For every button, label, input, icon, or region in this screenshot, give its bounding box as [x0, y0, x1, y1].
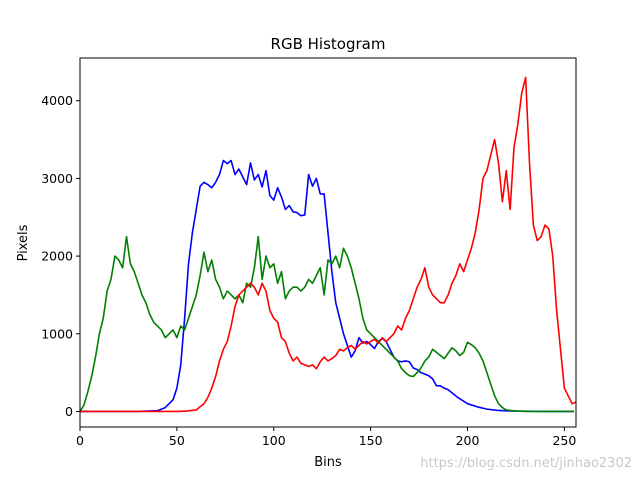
y-axis: 0 1000 2000 3000 4000: [41, 93, 80, 419]
watermark-text: https://blog.csdn.net/jinhao2302: [420, 456, 632, 471]
y-tick-label: 4000: [41, 93, 73, 108]
x-tick-label: 0: [76, 433, 84, 448]
x-axis: 0 50 100 150 200 250: [76, 427, 576, 448]
x-tick-label: 50: [169, 433, 185, 448]
y-tick-label: 2000: [41, 249, 73, 264]
plot-frame: [79, 57, 577, 428]
chart-title: RGB Histogram: [271, 35, 386, 53]
x-tick-label: 200: [456, 433, 480, 448]
y-axis-label: Pixels: [16, 224, 31, 261]
y-tick-label: 0: [65, 404, 73, 419]
series-line-2: [80, 76, 577, 413]
y-tick-label: 1000: [41, 326, 73, 341]
x-tick-label: 150: [359, 433, 383, 448]
x-tick-label: 100: [262, 433, 286, 448]
series-line-0: [80, 159, 575, 413]
x-tick-label: 250: [552, 433, 576, 448]
series-layer: [79, 76, 577, 413]
x-axis-label: Bins: [314, 455, 342, 470]
series-line-1: [79, 235, 575, 413]
y-tick-label: 3000: [41, 171, 73, 186]
